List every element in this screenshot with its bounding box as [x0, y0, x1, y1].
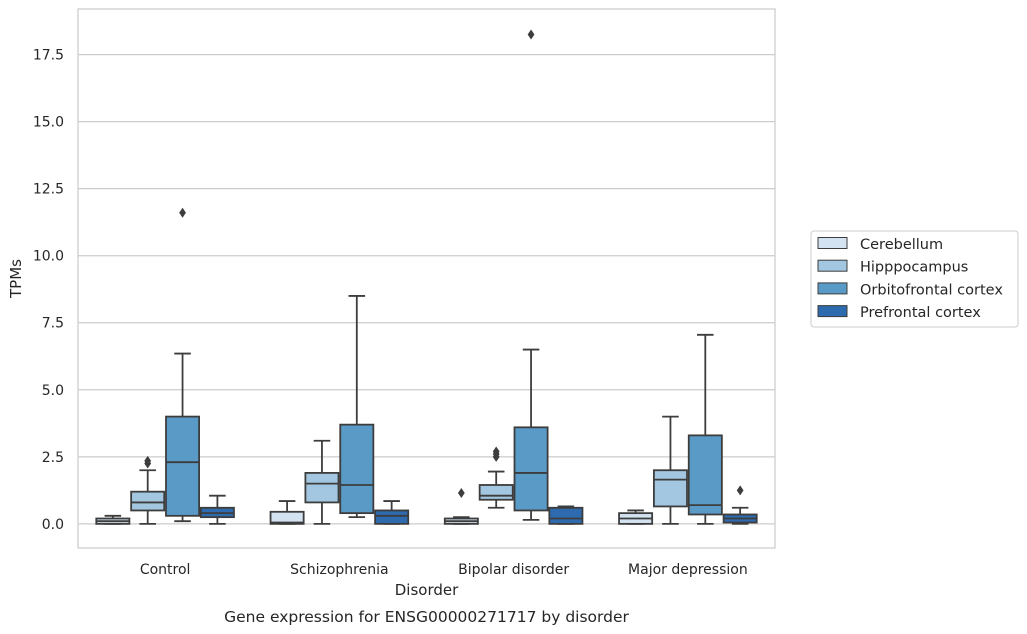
plot-frame	[77, 8, 776, 549]
boxes	[95, 29, 758, 525]
box-0-2	[165, 207, 201, 523]
legend-swatch	[817, 282, 848, 295]
y-tick-label: 12.5	[33, 182, 64, 198]
box-1-1	[304, 439, 340, 525]
legend-label: Prefrontal cortex	[860, 305, 981, 321]
box-iqr	[652, 469, 688, 508]
box-iqr	[513, 426, 549, 512]
box-iqr	[269, 510, 305, 525]
box-iqr	[130, 490, 166, 512]
outlier-point	[179, 207, 186, 218]
y-axis-label: TPMs	[7, 259, 25, 299]
box-3-0	[618, 509, 654, 525]
y-tick-label: 0.0	[42, 517, 64, 533]
legend-swatch	[817, 259, 848, 272]
legend-label: Cerebellum	[860, 237, 943, 253]
x-axis-label: Disorder	[395, 581, 459, 599]
box-2-0	[443, 488, 479, 525]
y-tick-label: 5.0	[42, 383, 64, 399]
outlier-point	[736, 485, 744, 496]
box-iqr	[304, 472, 340, 504]
box-iqr	[165, 415, 201, 517]
x-tick-label: Control	[140, 562, 191, 578]
box-iqr	[374, 509, 410, 525]
box-2-1	[478, 446, 514, 509]
y-tick-label: 7.5	[42, 316, 64, 332]
box-iqr	[687, 434, 723, 516]
box-1-0	[269, 500, 305, 525]
x-tick-label: Schizophrenia	[290, 562, 388, 578]
y-tick-label: 17.5	[33, 48, 64, 64]
box-3-3	[722, 485, 758, 525]
y-tick-label: 2.5	[42, 450, 64, 466]
box-1-3	[374, 500, 410, 525]
box-iqr	[478, 484, 514, 501]
legend-label: Hipppocampus	[860, 260, 968, 276]
box-3-2	[687, 333, 723, 525]
x-tick-labels: Control Schizophrenia Bipolar disorder Majo…	[140, 562, 748, 578]
box-0-3	[199, 494, 235, 525]
box-0-1	[130, 455, 166, 525]
x-tick-label: Bipolar disorder	[458, 562, 569, 578]
legend-frame	[810, 230, 1019, 328]
legend-swatch	[817, 305, 848, 318]
box-2-2	[513, 29, 549, 521]
legend-label: Orbitofrontal cortex	[860, 282, 1003, 298]
y-tick-label: 15.0	[33, 115, 64, 131]
box-3-1	[652, 415, 688, 525]
outlier-point	[144, 455, 152, 466]
y-tick-labels: 0.0 2.5 5.0 7.5 10.0 12.5 15.0 17.5	[33, 48, 64, 533]
legend: Cerebellum Hipppocampus Orbitofrontal cort…	[810, 230, 1019, 328]
y-tick-label: 10.0	[33, 249, 64, 265]
box-1-2	[339, 295, 375, 519]
box-iqr	[339, 423, 375, 515]
outlier-point	[457, 488, 465, 499]
x-tick-label: Major depression	[628, 562, 748, 578]
outlier-point	[527, 29, 535, 40]
chart-caption: Gene expression for ENSG00000271717 by d…	[224, 608, 629, 626]
box-iqr	[548, 506, 584, 525]
box-0-0	[95, 514, 131, 525]
legend-swatch	[817, 237, 848, 249]
box-2-3	[548, 505, 584, 525]
outlier-point	[492, 446, 500, 457]
